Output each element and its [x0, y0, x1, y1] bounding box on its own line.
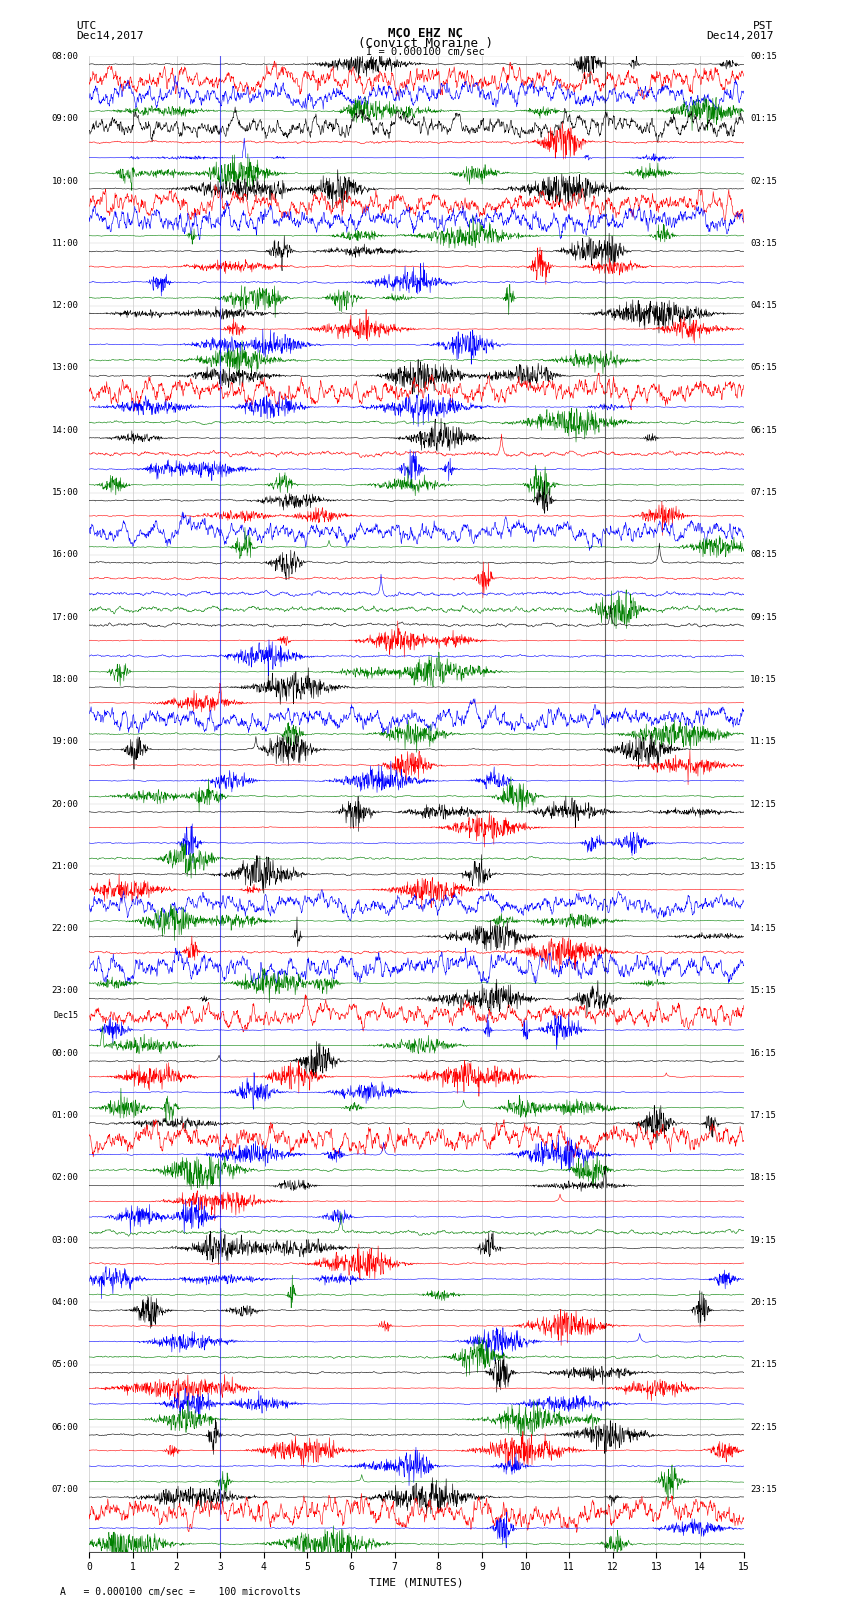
Text: 11:00: 11:00 — [52, 239, 78, 248]
Text: 06:15: 06:15 — [751, 426, 777, 436]
Text: 19:15: 19:15 — [751, 1236, 777, 1245]
Text: I = 0.000100 cm/sec: I = 0.000100 cm/sec — [366, 47, 484, 56]
Text: 00:15: 00:15 — [751, 52, 777, 61]
Text: 01:00: 01:00 — [52, 1111, 78, 1119]
Text: 15:15: 15:15 — [751, 987, 777, 995]
Text: 03:00: 03:00 — [52, 1236, 78, 1245]
Text: 03:15: 03:15 — [751, 239, 777, 248]
Text: 20:15: 20:15 — [751, 1298, 777, 1307]
X-axis label: TIME (MINUTES): TIME (MINUTES) — [369, 1578, 464, 1587]
Text: Dec15: Dec15 — [54, 1011, 78, 1021]
Text: 05:00: 05:00 — [52, 1360, 78, 1369]
Text: 01:15: 01:15 — [751, 115, 777, 123]
Text: 21:15: 21:15 — [751, 1360, 777, 1369]
Text: 04:15: 04:15 — [751, 302, 777, 310]
Text: 13:00: 13:00 — [52, 363, 78, 373]
Text: 22:00: 22:00 — [52, 924, 78, 934]
Text: 13:15: 13:15 — [751, 861, 777, 871]
Text: 12:15: 12:15 — [751, 800, 777, 808]
Text: 23:15: 23:15 — [751, 1486, 777, 1494]
Text: 07:15: 07:15 — [751, 489, 777, 497]
Text: 08:00: 08:00 — [52, 52, 78, 61]
Text: 09:15: 09:15 — [751, 613, 777, 621]
Text: 18:00: 18:00 — [52, 674, 78, 684]
Text: 21:00: 21:00 — [52, 861, 78, 871]
Text: 17:15: 17:15 — [751, 1111, 777, 1119]
Text: 08:15: 08:15 — [751, 550, 777, 560]
Text: 05:15: 05:15 — [751, 363, 777, 373]
Text: 09:00: 09:00 — [52, 115, 78, 123]
Text: 19:00: 19:00 — [52, 737, 78, 747]
Text: 04:00: 04:00 — [52, 1298, 78, 1307]
Text: 15:00: 15:00 — [52, 489, 78, 497]
Text: MCO EHZ NC: MCO EHZ NC — [388, 27, 462, 40]
Text: 06:00: 06:00 — [52, 1423, 78, 1432]
Text: 10:15: 10:15 — [751, 674, 777, 684]
Text: (Convict Moraine ): (Convict Moraine ) — [358, 37, 492, 50]
Text: 10:00: 10:00 — [52, 176, 78, 185]
Text: 22:15: 22:15 — [751, 1423, 777, 1432]
Text: 07:00: 07:00 — [52, 1486, 78, 1494]
Text: Dec14,2017: Dec14,2017 — [76, 31, 144, 40]
Text: 18:15: 18:15 — [751, 1173, 777, 1182]
Text: UTC: UTC — [76, 21, 97, 31]
Text: 17:00: 17:00 — [52, 613, 78, 621]
Text: 02:15: 02:15 — [751, 176, 777, 185]
Text: 14:15: 14:15 — [751, 924, 777, 934]
Text: 00:00: 00:00 — [52, 1048, 78, 1058]
Text: 16:00: 16:00 — [52, 550, 78, 560]
Text: 20:00: 20:00 — [52, 800, 78, 808]
Text: 23:00: 23:00 — [52, 987, 78, 995]
Text: PST: PST — [753, 21, 774, 31]
Text: 14:00: 14:00 — [52, 426, 78, 436]
Text: A   = 0.000100 cm/sec =    100 microvolts: A = 0.000100 cm/sec = 100 microvolts — [60, 1587, 300, 1597]
Text: Dec14,2017: Dec14,2017 — [706, 31, 774, 40]
Text: 16:15: 16:15 — [751, 1048, 777, 1058]
Text: 12:00: 12:00 — [52, 302, 78, 310]
Text: 02:00: 02:00 — [52, 1173, 78, 1182]
Text: 11:15: 11:15 — [751, 737, 777, 747]
